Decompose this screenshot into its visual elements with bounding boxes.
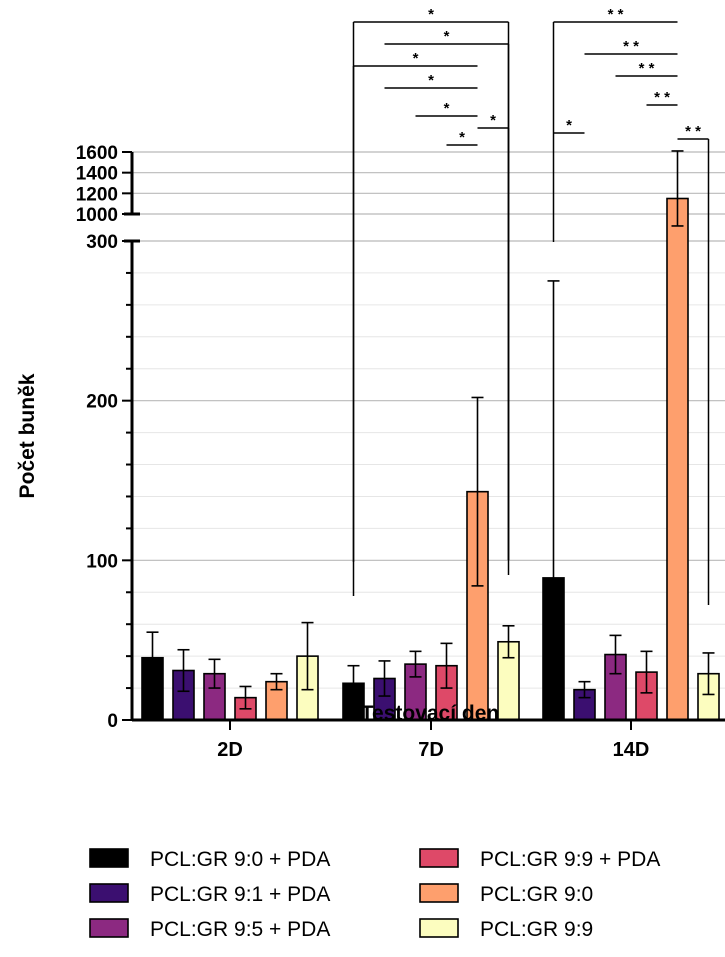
legend-swatch xyxy=(419,883,459,903)
legend-label: PCL:GR 9:9 xyxy=(480,918,593,941)
y-tick-label: 1400 xyxy=(76,164,118,185)
y-tick-label: 1200 xyxy=(76,184,118,205)
legend-swatch xyxy=(89,848,129,868)
legend-label: PCL:GR 9:0 + PDA xyxy=(150,848,330,871)
significance-brackets: ******** ** ** ** ** * * xyxy=(352,6,710,605)
legend-swatch xyxy=(419,848,459,868)
gridlines xyxy=(132,151,725,689)
y-axis-title: Počet buněk xyxy=(16,373,39,498)
legend-item: PCL:GR 9:9 + PDA xyxy=(419,848,660,871)
significance-label: * xyxy=(566,117,572,134)
x-tick-label: 14D xyxy=(613,739,650,761)
significance-label: * xyxy=(490,112,496,129)
x-tick-label: 7D xyxy=(418,739,444,761)
y-tick-label: 1600 xyxy=(76,143,118,164)
legend-label: PCL:GR 9:1 + PDA xyxy=(150,883,330,906)
significance-label: * * xyxy=(685,123,701,140)
significance-label: * xyxy=(428,6,434,23)
legend-swatch xyxy=(419,918,459,938)
x-tick-label: 2D xyxy=(217,739,243,761)
y-tick-label: 0 xyxy=(107,711,118,732)
significance-label: * xyxy=(428,72,434,89)
legend-item: PCL:GR 9:9 xyxy=(419,918,593,941)
significance-label: * xyxy=(444,100,450,117)
significance-label: * * xyxy=(639,60,655,77)
significance-label: * * xyxy=(654,89,670,106)
y-tick-label: 300 xyxy=(86,232,118,253)
legend-item: PCL:GR 9:1 + PDA xyxy=(89,883,330,906)
legend-swatch xyxy=(89,883,129,903)
y-tick-label: 1000 xyxy=(76,205,118,226)
legend: PCL:GR 9:0 + PDA PCL:GR 9:1 + PDA PCL:GR 9… xyxy=(89,848,660,941)
significance-label: * * xyxy=(623,38,639,55)
y-tick-label: 200 xyxy=(86,392,118,413)
x-axis-title: Testovací den xyxy=(361,702,500,725)
legend-label: PCL:GR 9:0 xyxy=(480,883,593,906)
significance-label: * xyxy=(413,50,419,67)
x-axis: 2D 7D 14D xyxy=(132,718,725,761)
legend-label: PCL:GR 9:5 + PDA xyxy=(150,918,330,941)
significance-label: * xyxy=(459,129,465,146)
y-tick-label: 100 xyxy=(86,551,118,572)
significance-label: * * xyxy=(608,6,624,23)
legend-item: PCL:GR 9:5 + PDA xyxy=(89,918,330,941)
bars xyxy=(141,150,720,721)
bar xyxy=(666,197,689,721)
legend-item: PCL:GR 9:0 xyxy=(419,883,593,906)
legend-swatch xyxy=(89,918,129,938)
significance-label: * xyxy=(444,28,450,45)
legend-label: PCL:GR 9:9 + PDA xyxy=(480,848,660,871)
legend-item: PCL:GR 9:0 + PDA xyxy=(89,848,330,871)
